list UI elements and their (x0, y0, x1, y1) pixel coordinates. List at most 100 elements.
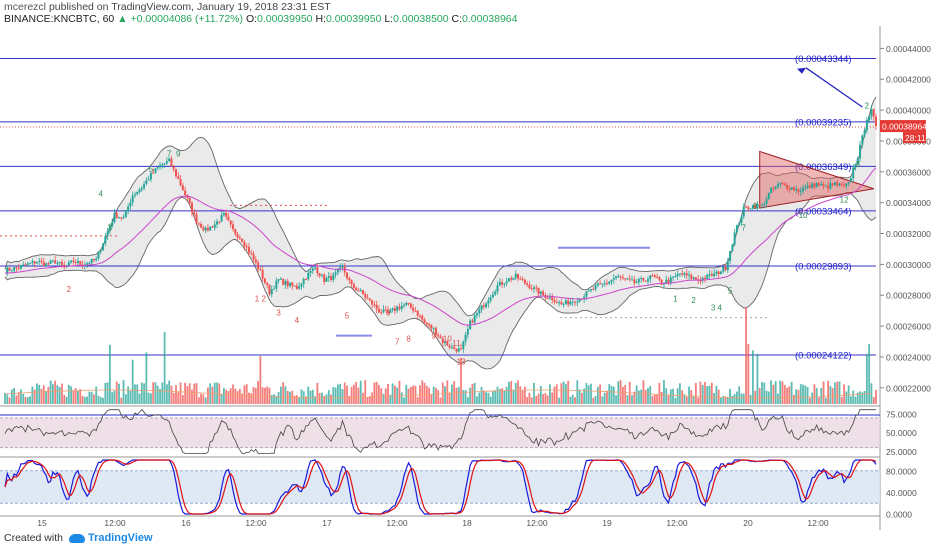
candle-body (596, 283, 599, 286)
chart-canvas[interactable]: (0.00043344) (0.00039235) (0.00036349) (0.0… (0, 0, 932, 530)
candle-body (405, 303, 408, 305)
volume-bar (150, 393, 152, 404)
volume-bar (108, 344, 111, 404)
volume-bar (676, 388, 679, 404)
candle-body (628, 278, 631, 280)
x-tick-label: 12:00 (245, 518, 267, 528)
volume-bar (836, 381, 839, 404)
candle-body (136, 191, 139, 195)
volume-bar (761, 382, 763, 404)
volume-bar (113, 390, 116, 404)
volume-bar (341, 389, 344, 404)
volume-bar (8, 397, 11, 404)
volume-bar (498, 388, 501, 404)
volume-bar (749, 394, 752, 404)
volume-bar (307, 386, 310, 404)
candle-body (555, 302, 558, 304)
volume-bar (327, 390, 330, 404)
candle-body (822, 184, 825, 186)
candle-body (676, 274, 679, 276)
candle-body (669, 277, 672, 283)
tradingview-logo[interactable]: TradingView (68, 532, 153, 544)
volume-bar (355, 381, 358, 404)
candle-body (599, 283, 602, 285)
volume-bar (829, 385, 832, 404)
candle-body (289, 282, 292, 287)
volume-bar (811, 392, 814, 404)
author-name[interactable]: mcerezcl (4, 1, 47, 13)
candle-body (710, 274, 713, 277)
volume-bar (186, 386, 189, 404)
candle-body (115, 212, 118, 219)
volume-bar (104, 382, 107, 404)
candle-body (111, 222, 114, 227)
volume-bar (806, 386, 809, 404)
candle-body (535, 287, 538, 289)
volume-bar (713, 393, 716, 404)
candle-body (31, 261, 34, 263)
volume-bar (856, 392, 859, 404)
volume-bar (211, 386, 214, 404)
volume-bar (799, 384, 802, 404)
candle-body (594, 285, 597, 290)
candle-body (250, 252, 253, 254)
volume-bar (715, 385, 718, 404)
sequential-count-label: 4 (295, 316, 300, 325)
rsi-line (4, 409, 876, 454)
sequential-count-label: 10 (443, 335, 452, 344)
candle-body (127, 206, 130, 211)
candle-body (765, 198, 768, 204)
volume-bar (576, 380, 579, 404)
symbol-legend: BINANCE:KNCBTC, 60 ▲ +0.00004086 (+11.72… (4, 13, 518, 25)
candle-body (234, 229, 237, 234)
candle-body (849, 178, 852, 183)
volume-bar (6, 394, 9, 404)
candle-body (439, 336, 442, 339)
candle-body (642, 278, 645, 281)
volume-bar (587, 385, 590, 404)
volume-bar (346, 385, 348, 404)
volume-bar (708, 385, 711, 404)
candle-body (159, 164, 162, 168)
candle-body (498, 282, 501, 286)
candle-body (660, 279, 663, 285)
volume-bar (95, 386, 98, 404)
candle-body (480, 305, 483, 310)
volume-bar (669, 389, 672, 404)
candle-body (847, 182, 850, 184)
volume-bar (188, 383, 191, 404)
volume-bar (742, 393, 745, 404)
candle-body (387, 310, 390, 314)
volume-bar (501, 388, 503, 404)
candle-body (193, 212, 196, 215)
volume-bar (300, 389, 303, 404)
candle-body (38, 260, 41, 262)
candle-body (291, 282, 294, 286)
candle-body (751, 205, 754, 209)
volume-bar (257, 381, 259, 404)
cloud-icon (68, 533, 85, 543)
volume-bar (786, 387, 788, 404)
candle-body (665, 279, 668, 284)
candle-body (512, 277, 515, 280)
candle-body (33, 261, 36, 264)
candle-body (617, 276, 620, 278)
x-tick-label: 12:00 (666, 518, 688, 528)
symbol-name[interactable]: BINANCE:KNCBTC, 60 (4, 13, 115, 25)
candle-body (263, 278, 266, 283)
candle-body (47, 263, 50, 265)
candle-body (758, 204, 761, 206)
volume-bar (530, 397, 533, 404)
publish-info: mcerezcl published on TradingView.com, J… (4, 1, 331, 13)
candle-body (257, 262, 260, 270)
rsi-tick-label: 25.0000 (886, 447, 917, 457)
candle-body (637, 278, 640, 283)
volume-bar (222, 387, 225, 404)
candle-body (496, 285, 499, 292)
sequential-count-label: 3 (276, 308, 281, 317)
candle-body (489, 297, 492, 301)
candle-body (241, 238, 244, 242)
volume-bar (435, 387, 437, 404)
volume-bar (822, 381, 825, 404)
volume-bar (311, 389, 314, 404)
